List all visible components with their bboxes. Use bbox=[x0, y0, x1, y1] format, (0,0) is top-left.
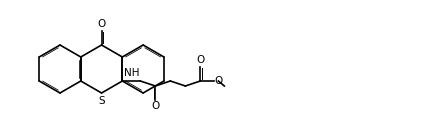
Text: O: O bbox=[97, 19, 106, 29]
Text: O: O bbox=[151, 101, 159, 111]
Text: S: S bbox=[98, 96, 105, 106]
Text: O: O bbox=[196, 55, 204, 65]
Text: NH: NH bbox=[123, 68, 139, 78]
Text: O: O bbox=[214, 76, 222, 86]
